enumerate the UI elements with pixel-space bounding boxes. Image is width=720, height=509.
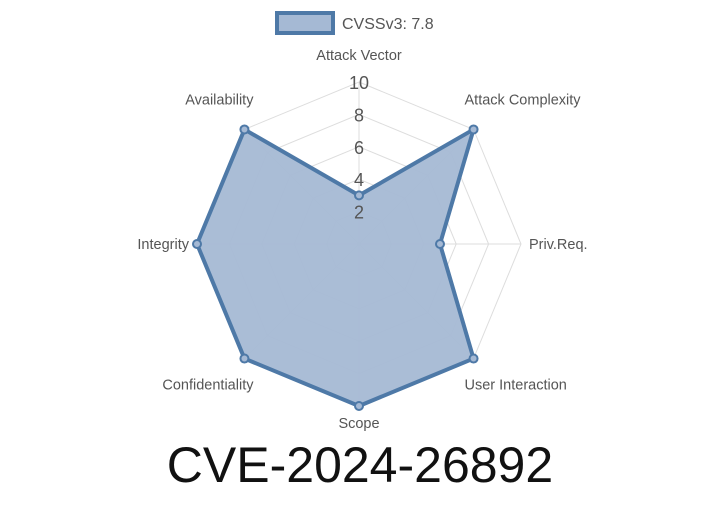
tick-label: 8 (354, 105, 364, 125)
tick-label: 4 (354, 170, 364, 190)
axis-label: Scope (338, 416, 379, 432)
data-point (468, 124, 479, 135)
tick-label: 6 (354, 138, 364, 158)
axis-label: Attack Vector (316, 48, 402, 64)
legend-label: CVSSv3: 7.8 (342, 16, 434, 33)
axis-label: Confidentiality (162, 378, 254, 394)
data-point (435, 239, 445, 249)
axis-label: User Interaction (465, 378, 567, 394)
axis-label: Availability (185, 92, 254, 108)
data-point (354, 190, 364, 201)
data-point (239, 124, 250, 135)
legend-swatch (275, 11, 335, 35)
legend: CVSSv3: 7.8 (275, 11, 434, 35)
tick-label: 10 (349, 73, 369, 93)
axis-label: Attack Complexity (465, 92, 582, 108)
chart-title: CVE-2024-26892 (167, 437, 553, 493)
data-point (192, 239, 202, 249)
series-area (195, 127, 476, 408)
axis-label: Integrity (137, 237, 189, 253)
data-point (468, 353, 479, 364)
data-point (354, 401, 364, 411)
axis-label: Priv.Req. (529, 237, 588, 253)
data-point (239, 353, 250, 364)
tick-label: 2 (354, 203, 364, 223)
